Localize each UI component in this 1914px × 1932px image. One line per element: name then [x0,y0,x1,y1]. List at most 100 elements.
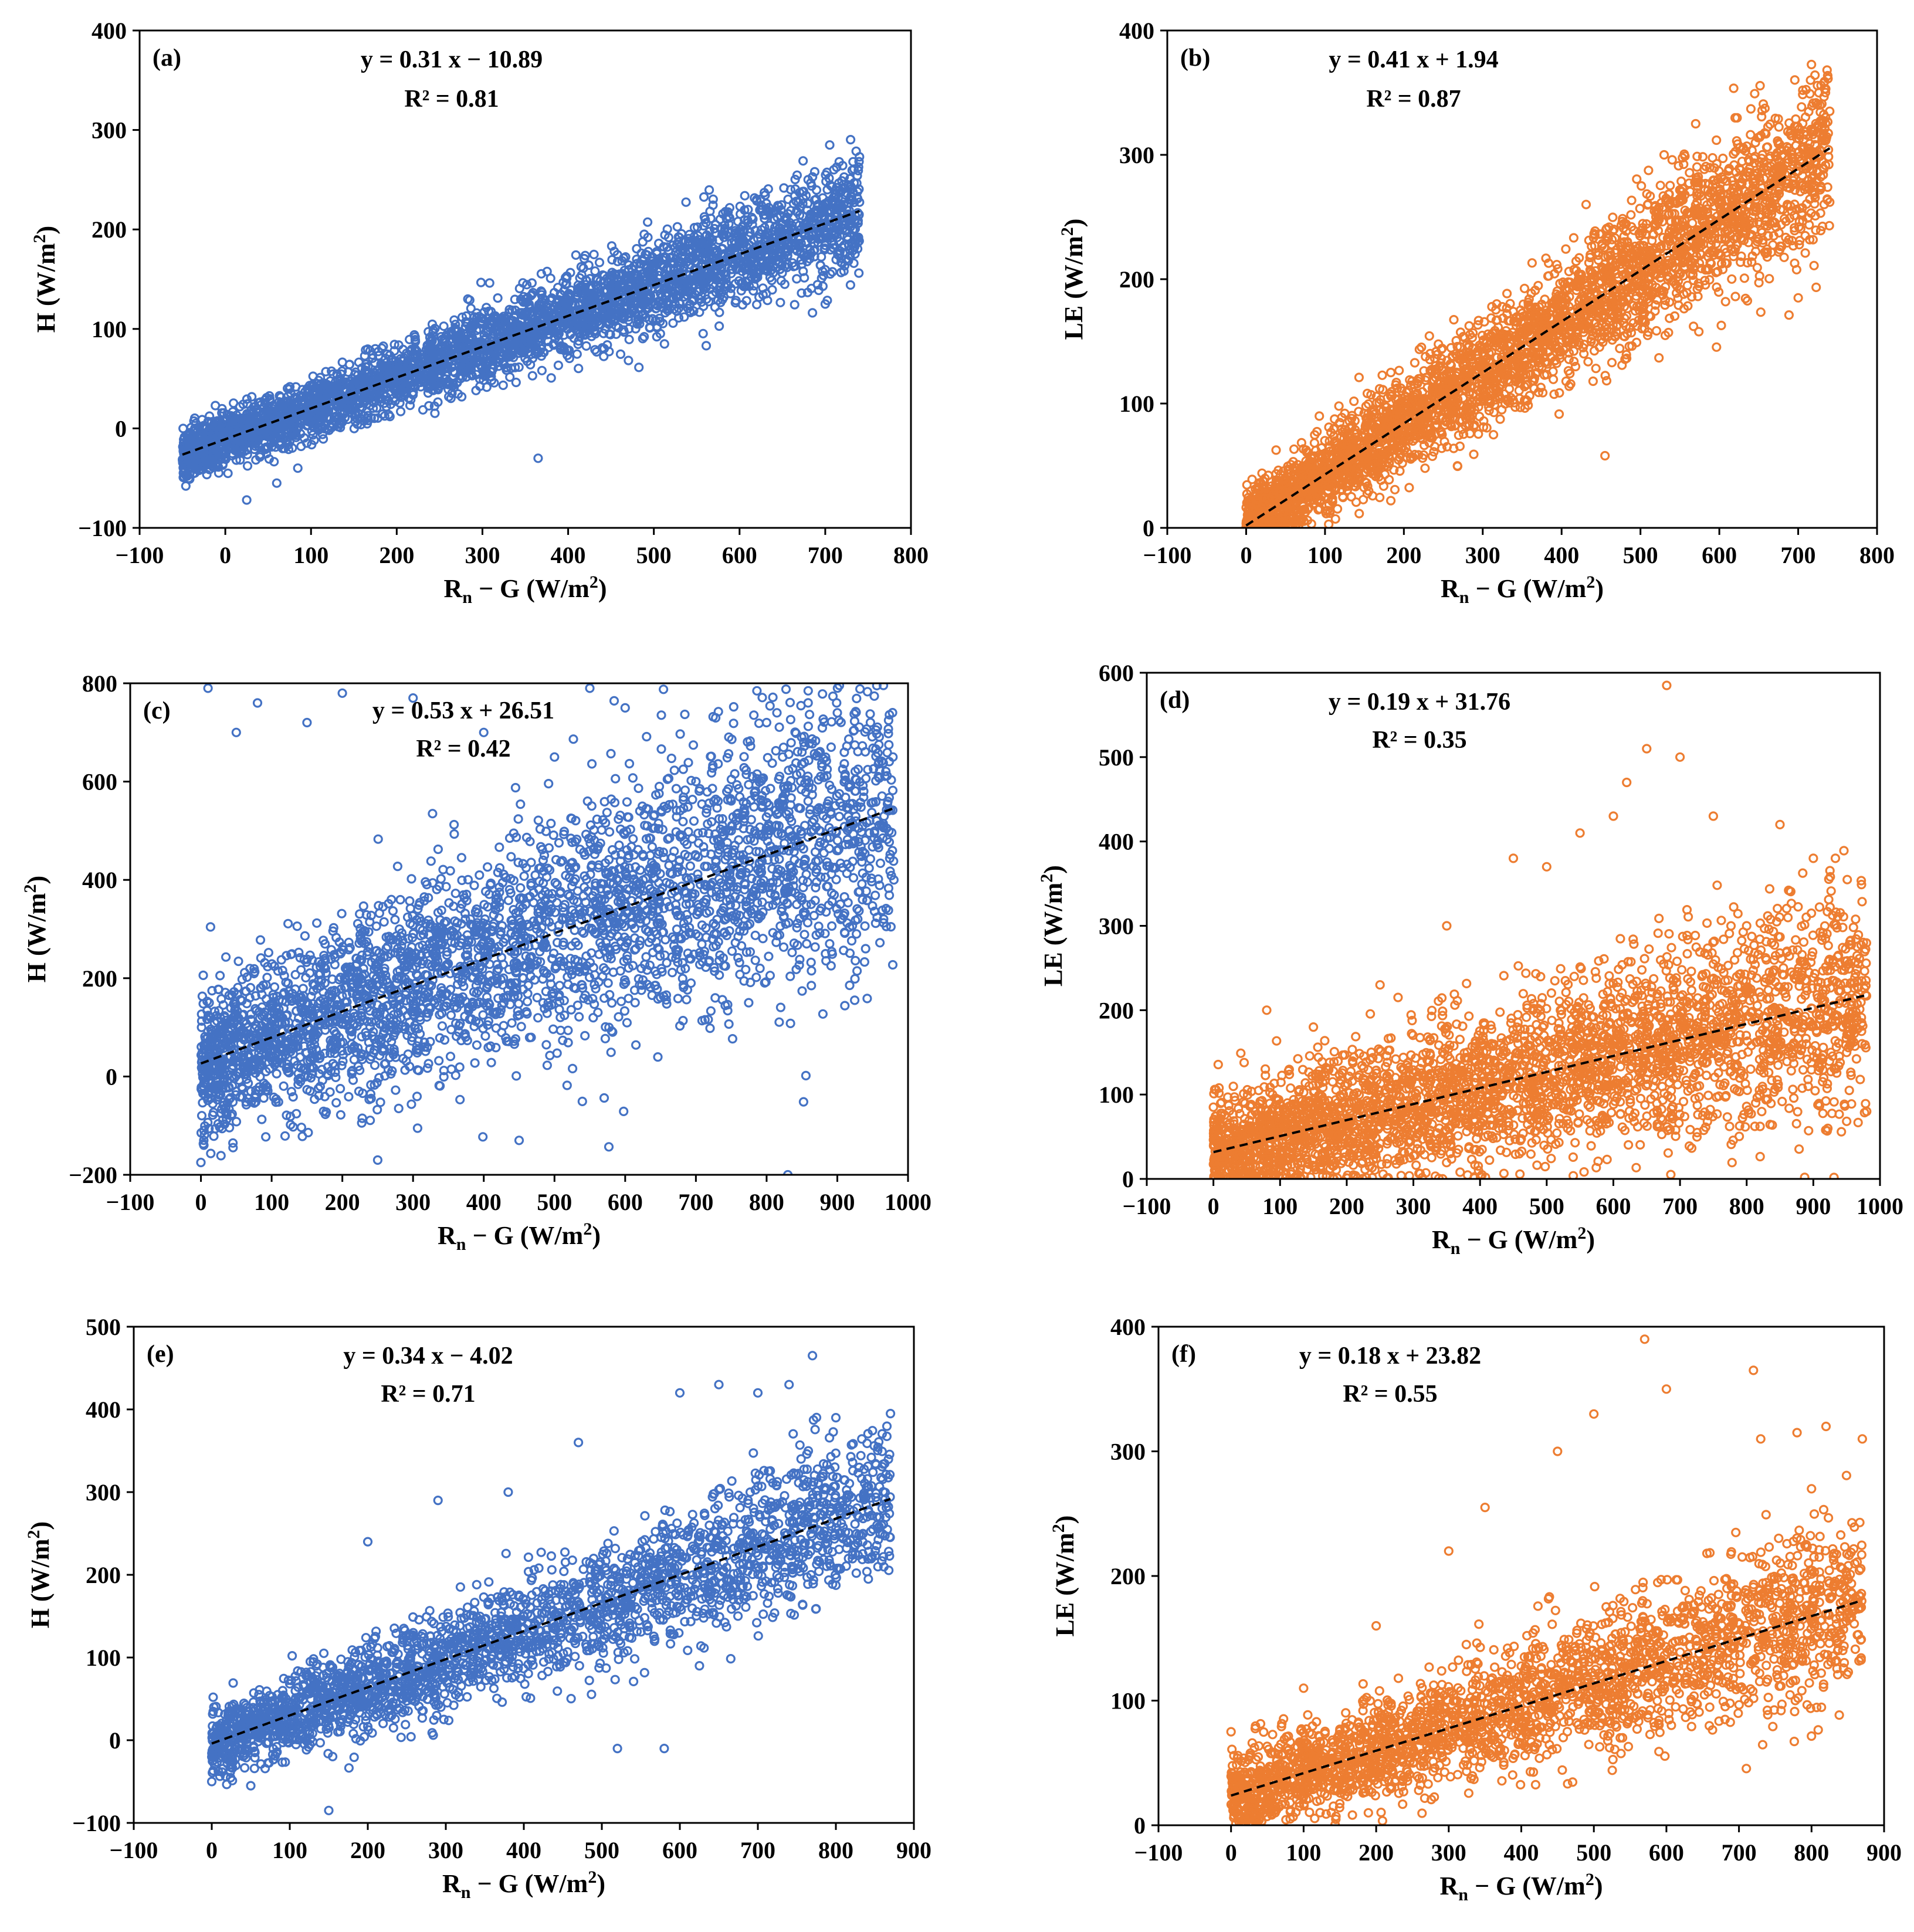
data-point [269,457,279,467]
data-point [408,387,418,397]
data-point [574,364,584,374]
data-point [648,274,659,284]
data-point [229,398,239,408]
data-point [483,306,494,317]
x-tick-label: 300 [465,542,500,568]
data-point [672,222,682,232]
data-point [743,205,753,215]
data-point [848,157,858,167]
data-point [389,385,399,395]
data-point [625,298,636,308]
panel-label: (a) [153,45,181,72]
data-point-outlier [182,431,192,440]
data-point [581,294,592,304]
x-tick-label: 100 [293,542,328,568]
y-tick-label: 400 [92,18,127,44]
x-axis-label: Rn − G (W/m2) [444,572,607,607]
data-point [537,287,547,297]
data-point [650,299,660,309]
data-point [1607,358,1617,368]
data-point [318,434,328,444]
data-point [1502,289,1512,299]
data-point [763,245,774,255]
data-point [699,192,709,202]
data-point [719,292,729,302]
data-point [757,255,767,265]
data-point [818,193,828,203]
data-point [308,418,318,428]
data-point [485,278,494,288]
data-point [330,417,341,427]
data-point [615,349,626,360]
data-point [550,334,560,344]
data-point [330,377,341,387]
data-point [708,200,718,210]
data-point [344,360,355,370]
data-point [704,297,714,307]
data-point [770,233,780,243]
data-point [1822,65,1832,75]
data-point [808,229,818,239]
data-point [605,282,615,292]
data-point [797,288,807,298]
data-point [673,237,683,247]
data-point [219,408,229,418]
data-point [811,205,821,215]
data-point [428,328,438,338]
data-point-outlier [803,175,813,185]
data-point [754,229,764,239]
data-point [835,246,845,256]
data-point [787,238,797,248]
data-point [749,263,759,273]
data-point [489,311,499,321]
data-point [1667,155,1677,165]
data-point [817,252,826,262]
data-point-outlier [700,215,710,225]
data-point [208,452,218,462]
data-point [546,373,556,383]
data-point [822,233,833,243]
data-point [565,330,575,340]
data-point [616,308,626,318]
data-point [471,385,481,395]
data-point [652,331,662,342]
data-point [788,258,798,268]
data-point [181,481,191,491]
data-point [189,413,200,423]
data-point [634,362,644,372]
data-point [652,259,662,269]
data-point [755,205,765,215]
data-point [841,218,851,228]
data-point [321,367,331,377]
data-point [602,273,612,283]
data-point [538,347,548,357]
data-point [308,430,318,440]
data-point-outlier [563,309,573,319]
y-tick-label: 200 [92,216,127,243]
data-point [527,337,537,347]
data-point [452,377,462,387]
data-point [389,340,399,350]
chart-panel-a: −100 0 100 200 300 400 500 600 700 800−1000100200… [30,18,929,607]
data-point [621,252,631,262]
data-point [494,354,505,364]
x-tick-label: 800 [893,542,929,568]
data-point [416,382,426,392]
scatter-points [1241,59,1835,528]
data-point [192,457,202,467]
data-point [790,184,800,194]
data-point [643,232,653,242]
data-point [388,374,398,384]
data-point [429,401,439,411]
data-point-outlier [751,195,762,205]
data-point [482,382,492,392]
data-point [690,238,700,248]
data-point [770,206,780,216]
data-point [736,256,746,266]
data-point [511,377,521,388]
data-point [1626,210,1636,220]
data-point [231,444,240,455]
data-point [1655,181,1665,191]
data-point [211,445,221,455]
data-point [1324,422,1334,432]
